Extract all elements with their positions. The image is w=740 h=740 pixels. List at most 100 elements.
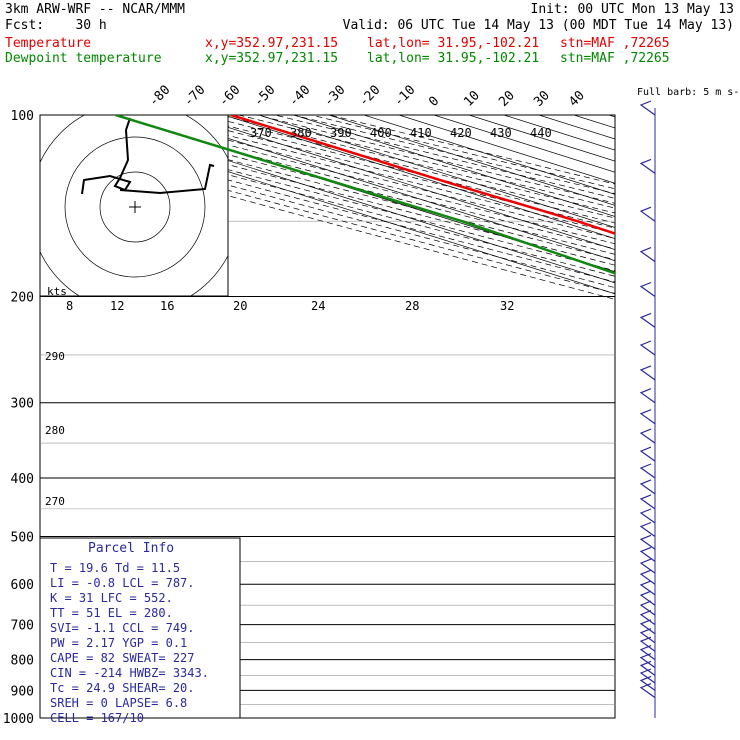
isotherm-label: -70 bbox=[181, 83, 208, 110]
theta-e-label: 280 bbox=[45, 424, 65, 437]
theta-label: 430 bbox=[490, 126, 512, 140]
parcel-info-row: CIN = -214 HWBZ= 3343. bbox=[50, 666, 209, 680]
isotherm-line bbox=[223, 115, 615, 239]
isotherm-line bbox=[293, 115, 615, 217]
theta-label: 410 bbox=[410, 126, 432, 140]
parcel-info-row: Tc = 24.9 SHEAR= 20. bbox=[50, 681, 195, 695]
hodograph-ring bbox=[64, 136, 206, 278]
wind-barb bbox=[639, 521, 656, 537]
wind-barb bbox=[639, 636, 656, 652]
wind-barb bbox=[639, 206, 656, 222]
wind-barb bbox=[639, 388, 656, 404]
wind-barb bbox=[639, 600, 656, 616]
isotherm-line bbox=[433, 115, 615, 173]
wind-barb bbox=[639, 494, 656, 510]
isotherm-line bbox=[503, 115, 615, 151]
isotherm-label: -60 bbox=[216, 83, 243, 110]
isotherm-label: -10 bbox=[391, 83, 418, 110]
temperature-xy: x,y=352.97,231.15 bbox=[205, 36, 339, 51]
isotherm-label: 40 bbox=[566, 88, 588, 110]
dry-adiabat bbox=[166, 115, 615, 229]
parcel-info-panel: Parcel Info T = 19.6 Td = 11.5LI = -0.8 … bbox=[39, 537, 241, 725]
isotherm-label: -30 bbox=[321, 83, 348, 110]
hodograph-ring-label: 12 bbox=[110, 299, 124, 313]
theta-label: 380 bbox=[290, 126, 312, 140]
theta-label: 440 bbox=[530, 126, 552, 140]
hodograph-trace bbox=[81, 117, 132, 195]
pressure-label: 800 bbox=[11, 654, 34, 669]
wind-barb bbox=[639, 653, 656, 669]
isotherm-line bbox=[118, 115, 615, 273]
dry-adiabat bbox=[329, 115, 615, 185]
theta-label: 400 bbox=[370, 126, 392, 140]
dry-adiabat bbox=[256, 115, 615, 204]
hodograph-ring-label: 32 bbox=[500, 299, 514, 313]
isotherm-line bbox=[363, 115, 615, 195]
isotherm-line bbox=[48, 115, 615, 295]
wind-barb bbox=[639, 446, 656, 462]
isotherm-line bbox=[398, 115, 615, 184]
isotherm-label: -40 bbox=[286, 83, 313, 110]
isotherm-line bbox=[538, 115, 615, 140]
pressure-label: 500 bbox=[11, 530, 34, 545]
hodograph-ring-label: 8 bbox=[66, 299, 73, 313]
pressure-label: 300 bbox=[11, 397, 34, 412]
init-time: Init: 00 UTC Mon 13 May 13 bbox=[530, 2, 735, 17]
isotherm-label: -80 bbox=[146, 83, 173, 110]
isotherm-line bbox=[188, 115, 615, 251]
wind-barb bbox=[639, 668, 656, 684]
pressure-label: 200 bbox=[11, 291, 34, 306]
wind-barb bbox=[639, 409, 656, 425]
dry-adiabat bbox=[184, 115, 615, 224]
dewpoint-latlon: lat,lon= 31.95,-102.21 bbox=[367, 51, 540, 66]
wind-barb bbox=[639, 660, 656, 676]
dry-adiabat bbox=[293, 115, 615, 194]
isotherm-line bbox=[153, 115, 615, 262]
isotherm-label: 30 bbox=[531, 88, 553, 110]
isotherm-line bbox=[573, 115, 615, 129]
parcel-info-row: LI = -0.8 LCL = 787. bbox=[50, 576, 195, 590]
wind-barb bbox=[639, 428, 656, 444]
isotherm-label: -20 bbox=[356, 83, 383, 110]
wind-barb bbox=[639, 683, 656, 699]
isotherm-label: 20 bbox=[496, 88, 518, 110]
hodograph-ring bbox=[99, 171, 171, 243]
parcel-info-row: T = 19.6 Td = 11.5 bbox=[50, 561, 180, 575]
isotherm-label: -50 bbox=[251, 83, 278, 110]
dry-adiabat bbox=[202, 115, 615, 219]
pressure-label: 100 bbox=[11, 109, 34, 124]
wind-barb bbox=[639, 247, 656, 263]
dry-adiabat bbox=[220, 115, 615, 214]
temperature-station: stn=MAF ,72265 bbox=[560, 36, 670, 51]
theta-e-label: 270 bbox=[45, 495, 65, 508]
temperature-legend-label: Temperature bbox=[5, 36, 92, 51]
wind-barb bbox=[639, 508, 656, 524]
parcel-info-row: SVI= -1.1 CCL = 749. bbox=[50, 621, 195, 635]
hodograph-ring-label: 28 bbox=[405, 299, 419, 313]
hodograph-ring-label: 16 bbox=[160, 299, 174, 313]
wind-barb bbox=[639, 534, 656, 550]
valid-time: Valid: 06 UTC Tue 14 May 13 (00 MDT Tue … bbox=[342, 18, 734, 33]
pressure-label: 400 bbox=[11, 472, 34, 487]
hodograph-ring-label: 20 bbox=[233, 299, 247, 313]
wind-barb bbox=[639, 546, 656, 562]
pressure-label: 900 bbox=[11, 684, 34, 699]
theta-label: 420 bbox=[450, 126, 472, 140]
parcel-info-row: K = 31 LFC = 552. bbox=[50, 591, 173, 605]
pressure-label: 1000 bbox=[3, 712, 34, 727]
grid-lines bbox=[40, 115, 615, 300]
parcel-info-row: TT = 51 EL = 280. bbox=[50, 606, 173, 620]
parcel-info-row: CELL = 167/10 bbox=[50, 711, 144, 725]
wind-barb bbox=[639, 463, 656, 479]
dewpoint-legend-label: Dewpoint temperature bbox=[5, 51, 162, 66]
isotherm-line bbox=[608, 115, 615, 118]
wind-scale-label: Full barb: 5 m s-1 bbox=[637, 87, 740, 98]
hodograph-trace bbox=[119, 163, 215, 195]
pressure-label: 700 bbox=[11, 619, 34, 634]
wind-barb bbox=[639, 340, 656, 356]
hodograph-ring-label: 24 bbox=[311, 299, 325, 313]
hodograph-units-label: kts bbox=[47, 285, 67, 298]
dewpoint-xy: x,y=352.97,231.15 bbox=[205, 51, 339, 66]
isotherm-label: 0 bbox=[426, 94, 442, 110]
